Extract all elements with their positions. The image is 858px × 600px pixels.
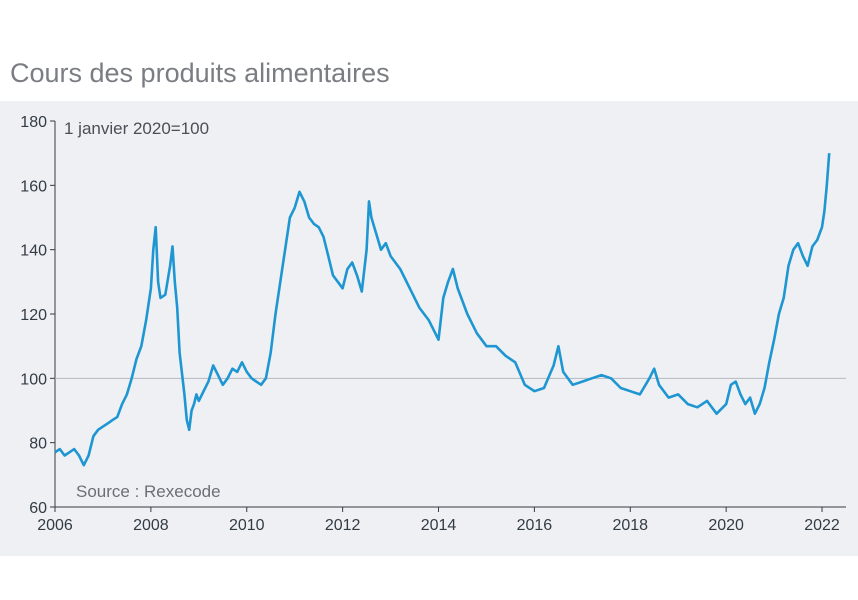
chart-title: Cours des produits alimentaires (10, 58, 390, 88)
y-tick-label: 140 (20, 243, 47, 260)
x-tick-label: 2020 (708, 517, 744, 534)
y-tick-label: 180 (20, 114, 47, 131)
series-line (54, 153, 831, 467)
x-tick-label: 2014 (421, 517, 457, 534)
x-tick-label: 2022 (804, 517, 840, 534)
y-tick-label: 160 (20, 178, 47, 195)
x-tick-label: 2010 (229, 517, 265, 534)
x-tick-label: 2016 (517, 517, 553, 534)
axes (54, 121, 846, 508)
x-tick-label: 2012 (325, 517, 361, 534)
y-tick-label: 60 (29, 500, 47, 517)
source-note: Source : Rexecode (76, 482, 221, 501)
y-axis-ticks: 60 80 100 120 140 160 180 (20, 114, 55, 517)
y-tick-label: 120 (20, 307, 47, 324)
y-tick-label: 100 (20, 371, 47, 388)
plot-panel (0, 101, 858, 556)
x-axis-ticks: 2006 2008 2010 2012 2014 2016 2018 2020 2022 (37, 507, 840, 534)
y-tick-label: 80 (29, 436, 47, 453)
x-tick-label: 2008 (133, 517, 169, 534)
x-tick-label: 2006 (37, 517, 73, 534)
x-tick-label: 2018 (612, 517, 648, 534)
unit-note: 1 janvier 2020=100 (64, 119, 209, 138)
